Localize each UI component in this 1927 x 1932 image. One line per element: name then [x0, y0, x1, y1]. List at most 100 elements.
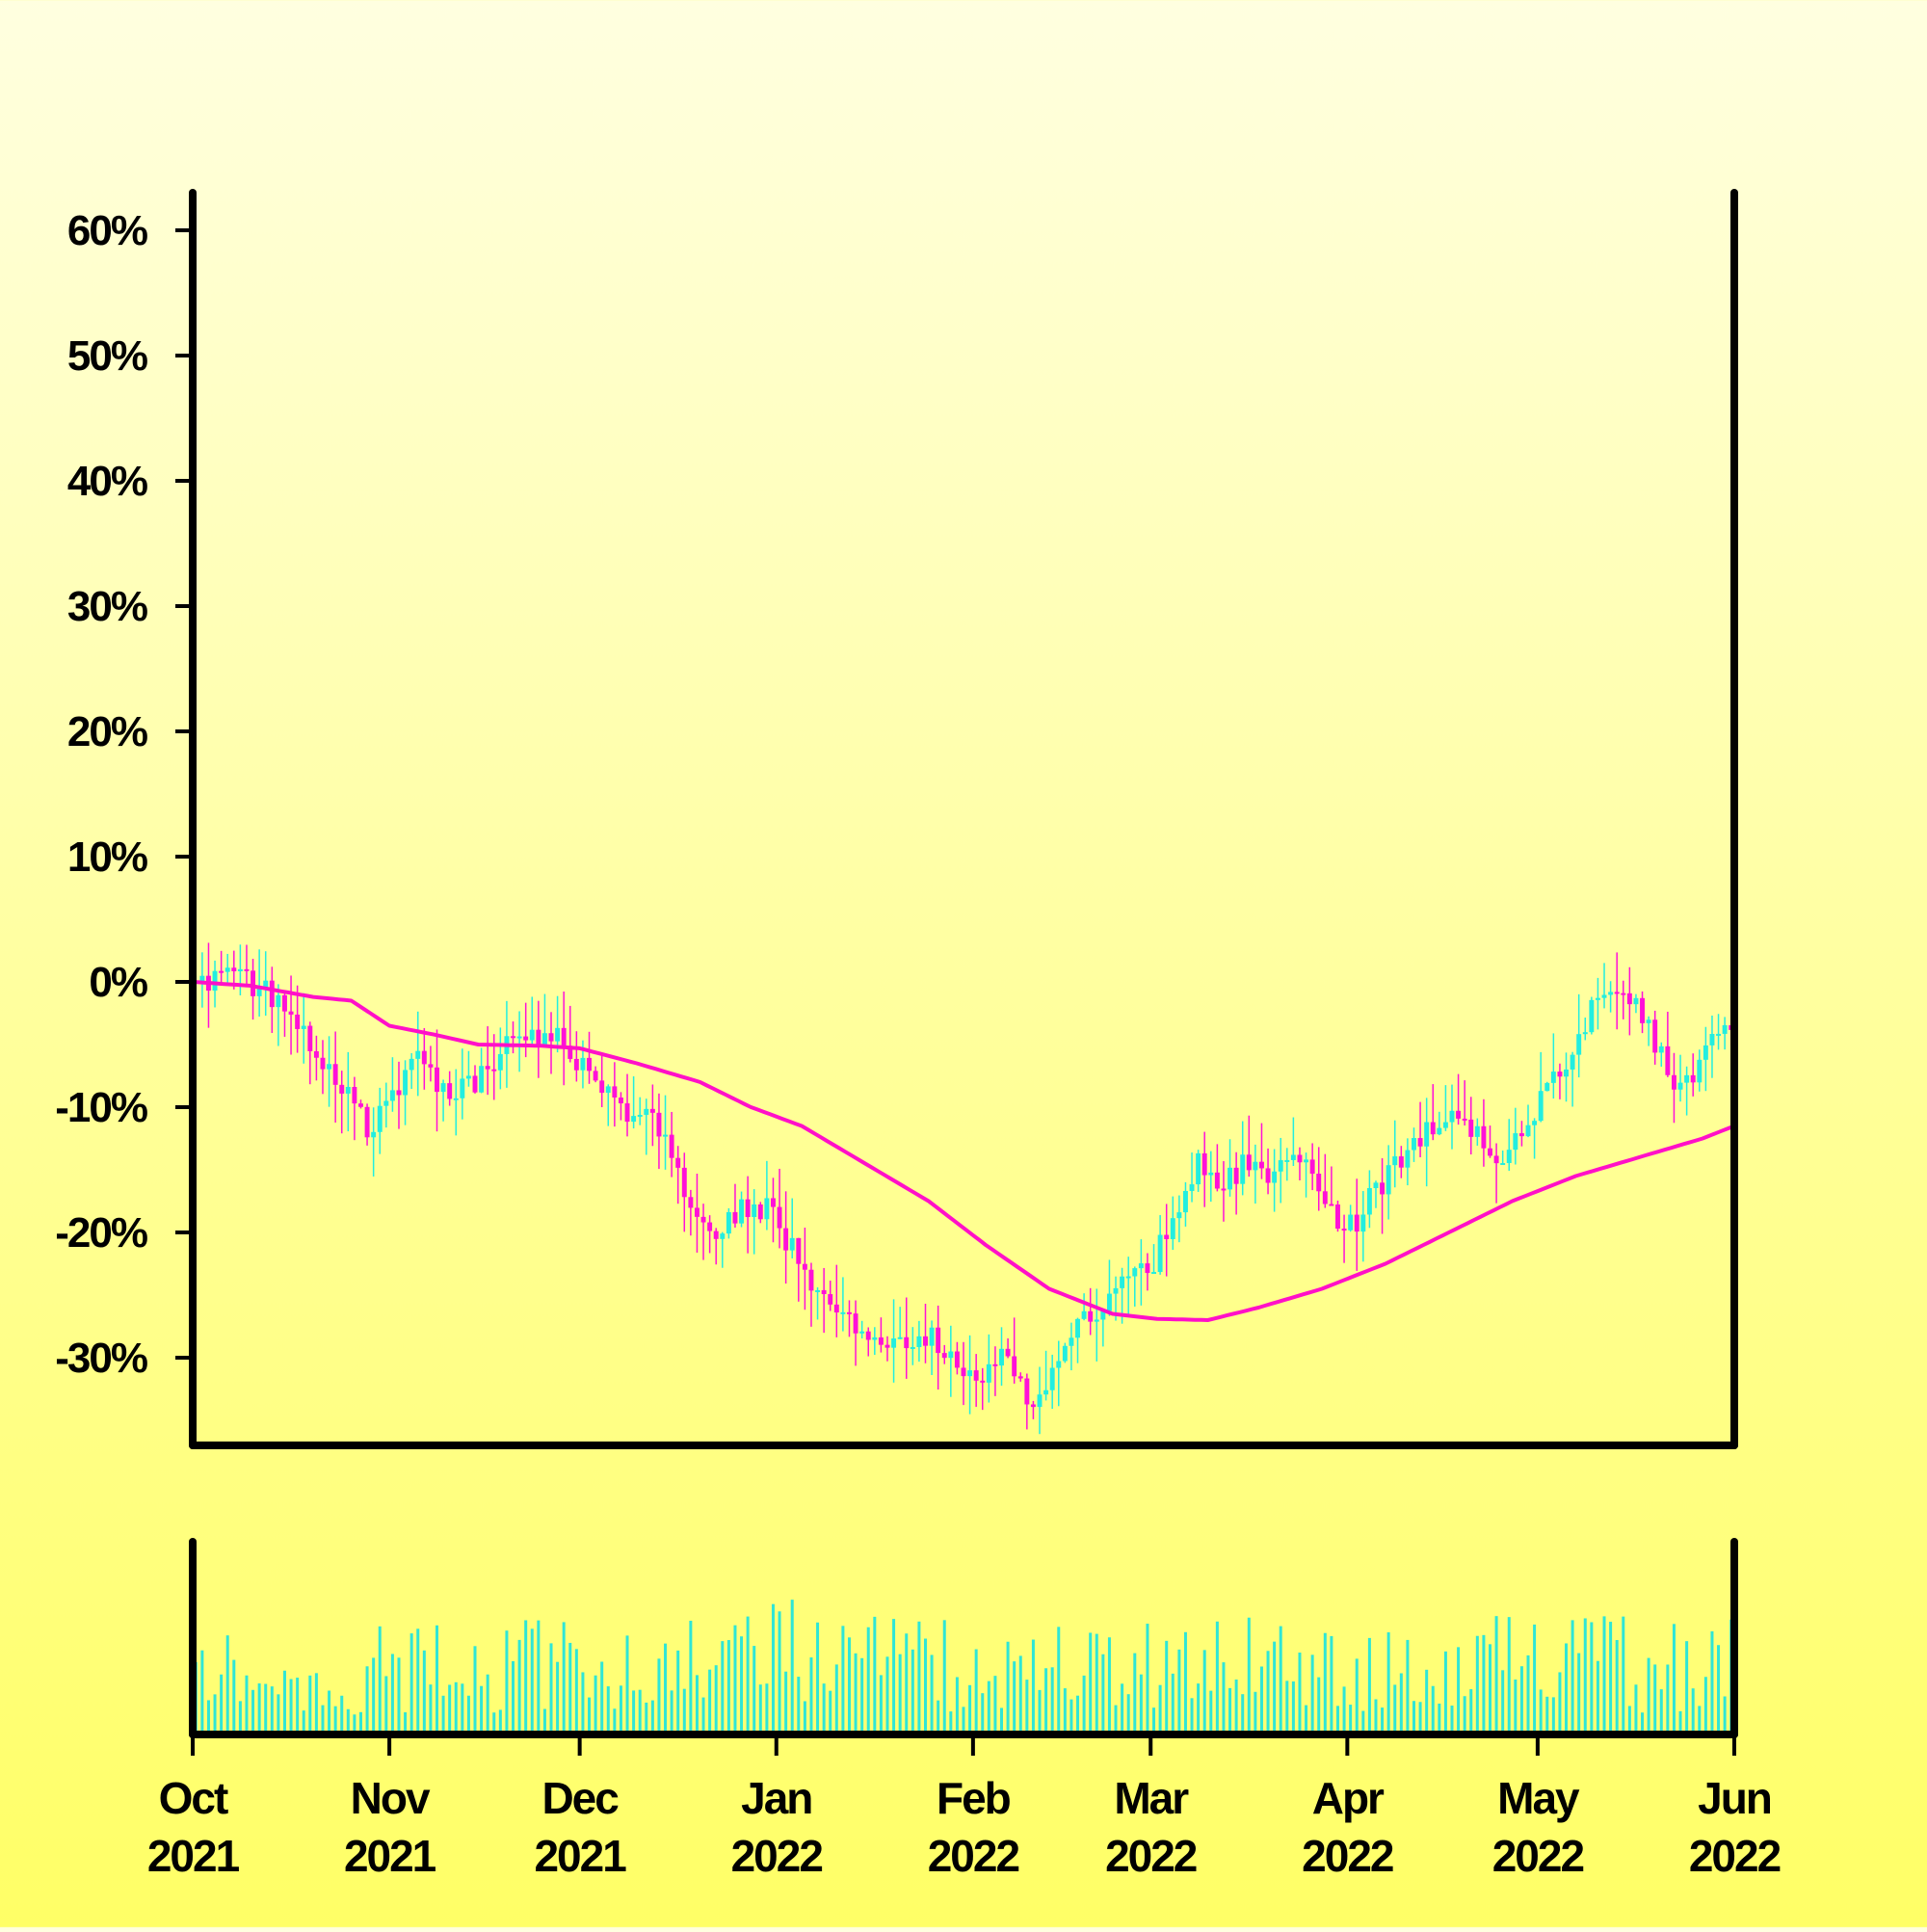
candle-body	[910, 1346, 915, 1349]
candle-body	[345, 1086, 351, 1094]
candle-body	[1716, 1033, 1722, 1036]
candle-body	[1201, 1152, 1207, 1176]
volume-bar	[1489, 1644, 1492, 1734]
candle-body	[1360, 1214, 1366, 1232]
candle-body	[700, 1216, 706, 1223]
candle-body	[707, 1222, 713, 1231]
candle-body	[1132, 1268, 1138, 1277]
volume-bar	[898, 1654, 902, 1734]
candle-body	[1284, 1159, 1290, 1162]
volume-bar	[257, 1683, 261, 1734]
volume-bar	[340, 1695, 344, 1734]
candle-body	[529, 1029, 535, 1041]
candle-body	[396, 1090, 402, 1096]
volume-bar	[752, 1646, 756, 1734]
candle-body	[1373, 1182, 1379, 1189]
volume-bar	[676, 1650, 680, 1734]
candle-body	[833, 1304, 839, 1313]
candle-body	[1265, 1168, 1271, 1183]
volume-bar	[1139, 1674, 1143, 1734]
volume-bar	[1647, 1657, 1650, 1734]
volume-bar	[537, 1620, 541, 1734]
volume-bar	[530, 1628, 534, 1734]
volume-bar	[892, 1619, 896, 1734]
volume-bar	[416, 1628, 420, 1734]
volume-bar	[803, 1701, 806, 1734]
volume-bar	[1349, 1705, 1353, 1734]
candle-body	[1316, 1174, 1322, 1192]
candle-body	[872, 1337, 878, 1340]
volume-bar	[1565, 1643, 1569, 1734]
volume-bar	[822, 1683, 826, 1734]
volume-bar	[809, 1657, 813, 1734]
candle-body	[1030, 1404, 1036, 1408]
volume-bar	[1519, 1666, 1523, 1734]
candle-body	[1151, 1272, 1156, 1275]
volume-bar	[1666, 1664, 1670, 1734]
candle-body	[752, 1204, 757, 1218]
y-tick-label: 30%	[67, 583, 147, 630]
candle-body	[1582, 1032, 1588, 1035]
candle-body	[757, 1204, 763, 1220]
candle-body	[649, 1108, 655, 1113]
volume-bar	[225, 1635, 229, 1734]
volume-bar	[1361, 1710, 1365, 1734]
candle-body	[256, 988, 262, 996]
x-tick-year: 2022	[1492, 1831, 1584, 1881]
volume-bar	[512, 1660, 515, 1734]
candle-body	[244, 968, 250, 971]
volume-bar	[1622, 1616, 1625, 1734]
y-tick-label: 40%	[67, 458, 147, 505]
volume-bar	[834, 1664, 838, 1734]
volume-bar	[1342, 1686, 1346, 1734]
candle-body	[1532, 1121, 1538, 1125]
volume-bar	[847, 1637, 851, 1734]
volume-bar	[1025, 1680, 1029, 1734]
candle-body	[1392, 1156, 1398, 1166]
volume-bar	[1399, 1673, 1403, 1734]
volume-bar	[905, 1633, 909, 1734]
volume-bar	[524, 1620, 528, 1734]
y-tick-label: 0%	[89, 959, 146, 1006]
candle-body	[1354, 1214, 1359, 1232]
volume-bar	[1031, 1639, 1035, 1734]
candle-body	[435, 1067, 439, 1093]
candle-body	[644, 1108, 649, 1115]
candle-body	[624, 1103, 630, 1123]
candle-body	[1253, 1161, 1258, 1171]
y-tick-label: -10%	[55, 1084, 147, 1131]
volume-bar	[378, 1626, 382, 1734]
volume-bar	[390, 1654, 394, 1734]
candle-body	[1012, 1356, 1017, 1377]
volume-bar	[1418, 1702, 1422, 1734]
volume-bar	[790, 1600, 794, 1734]
candle-body	[1468, 1119, 1474, 1137]
candle-body	[884, 1344, 890, 1348]
candle-body	[1170, 1218, 1175, 1239]
candle-body	[263, 980, 269, 989]
candle-body	[251, 970, 256, 996]
candle-body	[808, 1269, 814, 1291]
candle-body	[428, 1064, 434, 1068]
candle-body	[1506, 1150, 1512, 1164]
candle-body	[1665, 1045, 1671, 1075]
candle-body	[1304, 1159, 1309, 1163]
volume-bar	[1089, 1632, 1093, 1734]
candle-body	[1697, 1059, 1703, 1083]
candle-body	[276, 994, 281, 1008]
candle-body	[593, 1071, 598, 1081]
volume-bar	[568, 1642, 572, 1734]
candle-body	[371, 1131, 377, 1138]
candle-body	[332, 1064, 338, 1085]
volume-bar	[670, 1690, 673, 1734]
volume-bar	[968, 1684, 972, 1734]
volume-bar	[917, 1621, 921, 1734]
volume-bar	[1241, 1694, 1245, 1734]
candle-body	[1214, 1172, 1220, 1189]
volume-bar	[873, 1616, 877, 1734]
volume-bar	[1190, 1698, 1194, 1734]
candle-body	[479, 1066, 485, 1093]
candle-body	[1062, 1345, 1068, 1362]
candle-body	[1513, 1133, 1518, 1151]
volume-bar	[1443, 1651, 1447, 1734]
